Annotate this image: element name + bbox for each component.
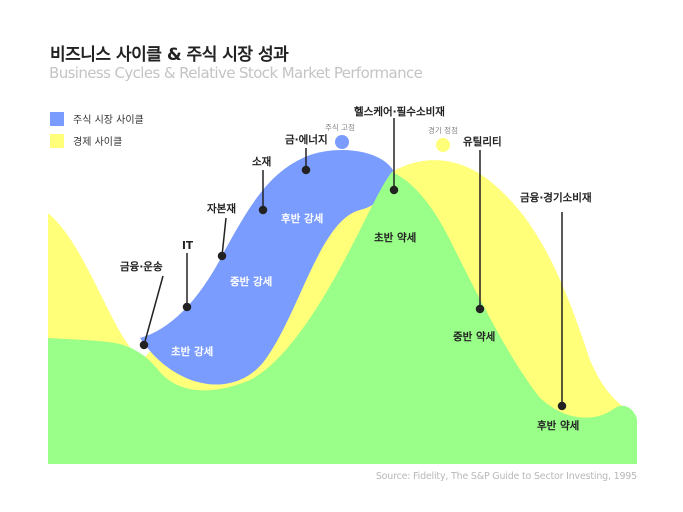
phase-label-early-bear: 초반 약세 [374,231,416,244]
sector-label-utilities: 유틸리티 [463,135,502,148]
phase-label-mid-bull: 중반 강세 [230,275,272,288]
economic-peak-label: 경기 정점 [428,125,458,135]
stock-cycle-area [140,150,393,385]
sector-label-healthcare-staples: 헬스케어·필수소비재 [354,105,445,118]
sector-dot-gold-energy [301,165,311,175]
phase-label-early-bull: 초반 강세 [171,345,213,358]
sector-label-capital-goods: 자본재 [207,202,236,215]
sector-dot-materials [258,205,268,215]
phase-label-mid-bear: 중반 약세 [453,330,495,343]
baseline-area [48,172,637,464]
leader-line-finance-transport [143,275,164,346]
sector-dot-finance-discretionary [557,401,567,411]
chart-title: 비즈니스 사이클 & 주식 시장 성과 [50,45,289,65]
legend-swatch-economic-cycle [50,133,64,148]
legend-item-stock-cycle: 주식 시장 사이클 [50,111,144,126]
sector-dot-utilities [475,304,485,314]
sector-dot-healthcare [389,185,399,195]
sector-label-it: IT [182,240,194,252]
stock-peak-label: 주식 고점 [325,122,355,132]
economic-peak-dot [436,138,450,152]
sector-label-gold-energy: 금·에너지 [285,133,328,146]
sector-dot-capital-goods [217,251,227,261]
phase-label-late-bull: 후반 강세 [281,212,323,225]
source-note: Source: Fidelity, The S&P Guide to Secto… [375,471,637,482]
leader-line-capital-goods [221,217,227,257]
sector-label-finance-discretionary: 금융·경기소비재 [520,191,592,204]
legend-swatch-stock-cycle [50,111,64,126]
stock-peak-dot [335,135,349,149]
chart-subtitle: Business Cycles & Relative Stock Market … [49,64,423,82]
sector-label-finance-transport: 금융·운송 [120,261,163,273]
sector-label-materials: 소재 [252,155,271,168]
sector-dot-it [182,302,192,312]
legend-item-economic-cycle: 경제 사이클 [50,133,122,148]
legend-label-stock-cycle: 주식 시장 사이클 [73,115,144,126]
sector-dot-finance-transport [139,340,149,350]
phase-label-late-bear: 후반 약세 [537,419,579,432]
legend-label-economic-cycle: 경제 사이클 [73,137,123,148]
